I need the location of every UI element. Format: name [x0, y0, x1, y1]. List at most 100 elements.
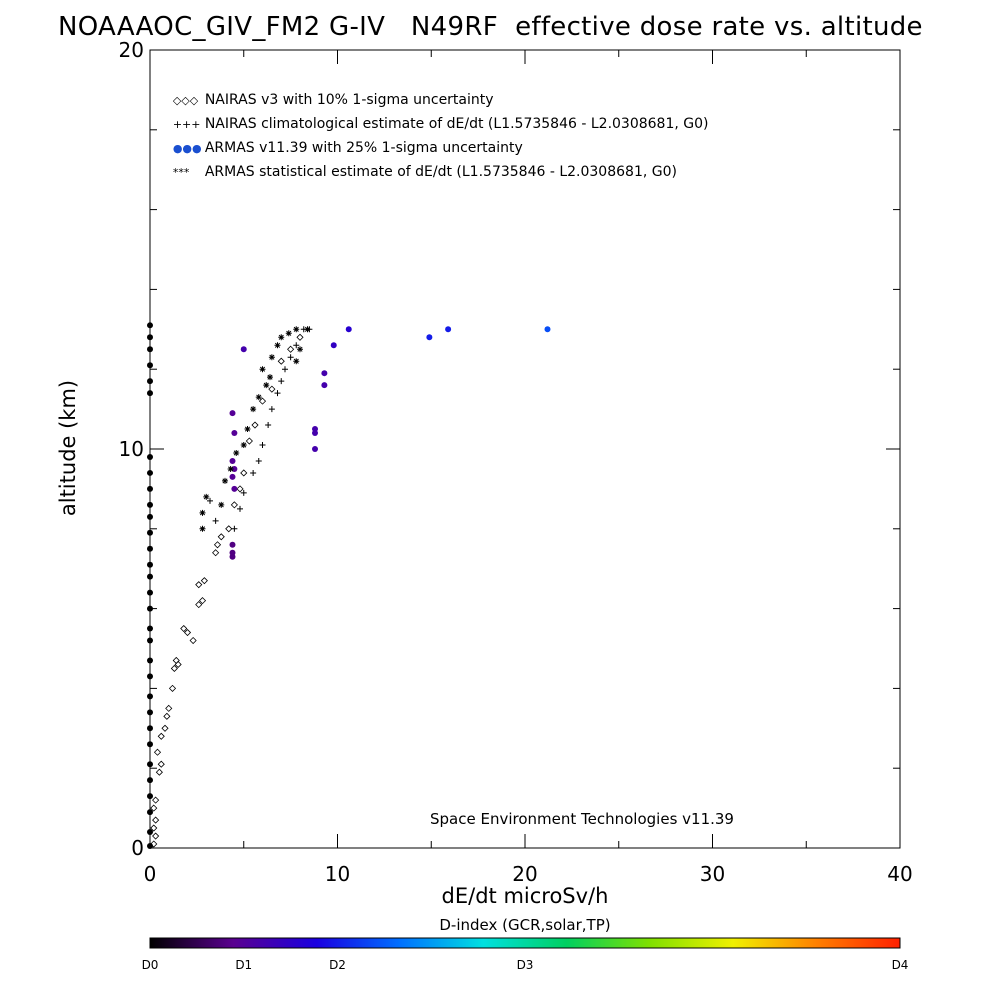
armas-star-point — [297, 346, 303, 353]
nairas-plus-point — [231, 525, 238, 532]
armas-dot-point — [231, 465, 238, 472]
nairas-diamond-point — [217, 533, 225, 541]
armas-dot-point — [240, 346, 247, 353]
nairas-diamond-point — [225, 525, 233, 533]
armas-dot-point — [147, 485, 153, 492]
armas-dot-point — [147, 362, 153, 369]
colorbar — [149, 937, 901, 949]
armas-star-point — [267, 374, 273, 381]
armas-dot-point — [445, 326, 452, 333]
nairas-diamond-point — [183, 628, 192, 637]
armas-star-point — [274, 342, 281, 349]
armas-dot-point — [312, 426, 318, 433]
legend-item-nairas-v3: ◇◇◇ NAIRAS v3 with 10% 1-sigma uncertaint… — [155, 76, 494, 124]
y-tick-label: 20 — [118, 38, 144, 62]
nairas-diamond-point — [287, 345, 295, 353]
armas-dot-point — [229, 549, 236, 556]
nairas-diamond-point — [152, 832, 160, 840]
armas-star-point — [233, 449, 240, 456]
nairas-plus-point — [268, 406, 275, 413]
armas-star-point — [218, 501, 225, 508]
armas-dot-point — [345, 326, 352, 333]
nairas-diamond-point — [277, 357, 285, 365]
armas-star-point — [259, 366, 266, 373]
nairas-diamond-point — [245, 437, 253, 445]
armas-star-point — [278, 334, 285, 341]
colorbar-title: D-index (GCR,solar,TP) — [439, 916, 611, 934]
armas-dot-point — [321, 370, 328, 377]
nairas-diamond-point — [230, 501, 238, 509]
armas-dot-point — [147, 545, 153, 552]
legend-label: NAIRAS v3 with 10% 1-sigma uncertainty — [204, 92, 494, 108]
nairas-diamond-point — [157, 760, 165, 768]
x-tick-label: 0 — [143, 862, 157, 886]
nairas-plus-point — [293, 342, 300, 349]
nairas-plus-point — [278, 378, 285, 385]
nairas-diamond-point — [152, 796, 160, 804]
credit-text: Space Environment Technologies v11.39 — [430, 810, 734, 828]
nairas-diamond-point — [195, 601, 203, 609]
nairas-diamond-point — [150, 824, 158, 832]
colorbar-tick-label: D4 — [891, 958, 909, 972]
nairas-plus-point — [265, 422, 272, 429]
armas-dot-point — [147, 793, 153, 800]
x-axis-label: dE/dt microSv/h — [441, 884, 609, 908]
armas-dot-point — [147, 513, 153, 520]
nairas-diamond-point — [268, 385, 276, 393]
legend-plus-marker: +++ — [172, 117, 201, 131]
armas-star-point — [285, 330, 292, 337]
nairas-diamond-point — [189, 636, 197, 645]
nairas-plus-point — [287, 354, 294, 361]
armas-dot-point — [229, 457, 236, 464]
legend-label: ARMAS v11.39 with 25% 1-sigma uncertaint… — [204, 140, 523, 156]
nairas-diamond-point — [172, 656, 180, 665]
nairas-plus-point — [240, 489, 247, 496]
nairas-diamond-point — [198, 597, 207, 605]
armas-dot-point — [147, 625, 153, 632]
armas-star-point — [293, 358, 300, 365]
legend-star-marker: *** — [172, 165, 190, 179]
nairas-plus-point — [274, 390, 281, 397]
nairas-plus-point — [207, 497, 213, 504]
nairas-diamond-point — [157, 732, 165, 740]
armas-dot-point — [312, 446, 318, 452]
armas-dot-point — [147, 378, 153, 385]
armas-dot-point — [147, 573, 153, 580]
colorbar-tick-label: D2 — [329, 958, 346, 972]
armas-dot-point — [321, 382, 328, 389]
nairas-diamond-point — [200, 577, 208, 585]
nairas-diamond-point — [152, 816, 160, 824]
x-tick-label: 10 — [324, 862, 351, 886]
armas-dot-point — [147, 561, 153, 568]
armas-star-point — [227, 465, 234, 472]
x-tick-label: 20 — [512, 862, 538, 886]
colorbar-tick-label: D1 — [235, 958, 253, 972]
armas-star-point — [293, 326, 300, 333]
nairas-diamond-point — [161, 724, 169, 732]
armas-star-point — [263, 382, 270, 389]
nairas-diamond-point — [212, 549, 220, 557]
armas-dot-point — [147, 529, 153, 536]
nairas-diamond-point — [213, 541, 222, 549]
armas-dot-point — [147, 637, 153, 644]
nairas-diamond-point — [296, 333, 304, 341]
armas-dot-point — [147, 322, 153, 329]
x-tick-label: 40 — [887, 862, 913, 886]
armas-dot-point — [147, 453, 153, 460]
armas-dot-point — [229, 473, 236, 480]
nairas-plus-point — [255, 457, 262, 464]
y-axis-label: altitude (km) — [56, 379, 80, 517]
armas-dot-point — [147, 589, 153, 596]
armas-dot-point — [147, 673, 153, 680]
y-tick-label: 10 — [118, 437, 144, 461]
nairas-plus-point — [282, 366, 288, 373]
nairas-plus-point — [259, 442, 266, 449]
nairas-diamond-point — [258, 397, 267, 405]
nairas-diamond-point — [150, 804, 158, 812]
nairas-diamond-point — [168, 684, 177, 692]
armas-star-point — [199, 525, 206, 532]
armas-dot-point — [147, 501, 153, 508]
legend-label: ARMAS statistical estimate of dE/dt (L1.… — [204, 164, 677, 180]
armas-dot-point — [147, 843, 153, 850]
